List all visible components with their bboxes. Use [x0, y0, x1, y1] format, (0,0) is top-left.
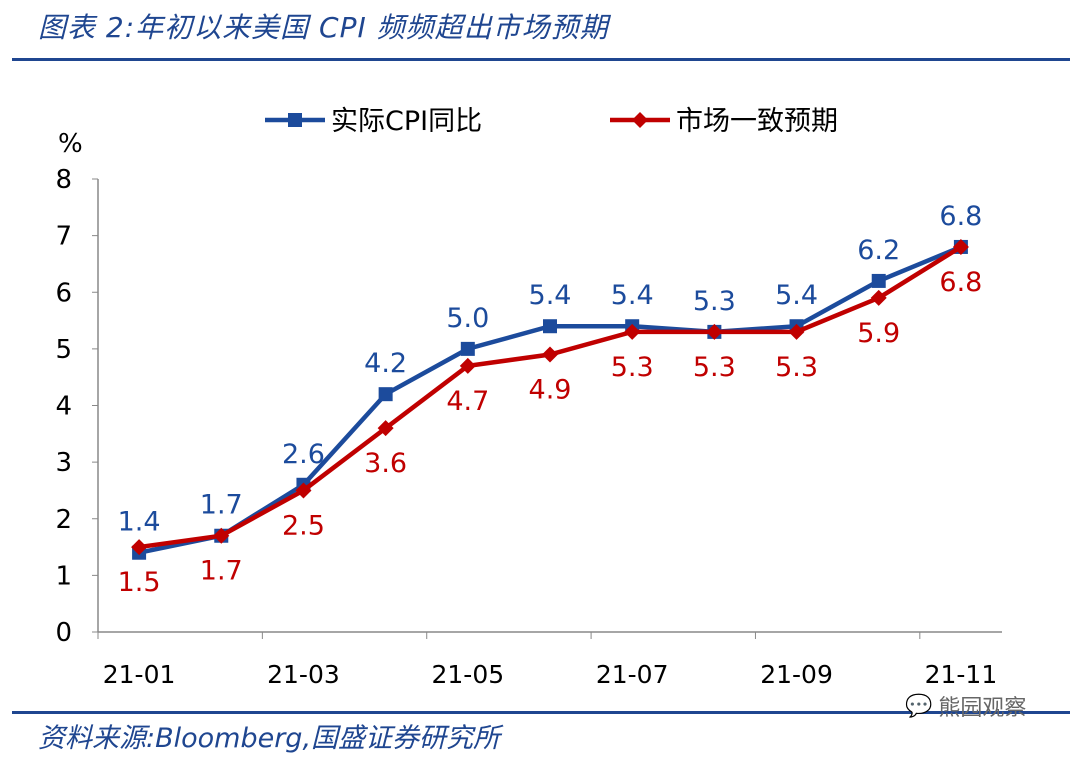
y-tick-label: 0: [55, 618, 72, 648]
x-tick-label: 21-03: [267, 660, 340, 689]
source-note: 资料来源:Bloomberg,国盛证券研究所: [38, 723, 501, 754]
data-label: 1.7: [200, 490, 243, 521]
x-tick-label: 21-07: [596, 660, 669, 689]
data-point-expected: [624, 323, 641, 340]
x-tick-label: 21-01: [103, 660, 176, 689]
y-tick-label: 3: [55, 448, 72, 478]
y-tick-label: 4: [55, 392, 72, 422]
chart-title: 图表 2:年初以来美国 CPI 频频超出市场预期: [38, 11, 609, 44]
data-point-expected: [952, 238, 969, 255]
data-label: 6.8: [939, 267, 982, 298]
legend-label: 市场一致预期: [676, 106, 838, 137]
data-label: 5.3: [693, 352, 736, 383]
x-tick-label: 21-11: [925, 660, 998, 689]
data-label: 6.8: [939, 201, 982, 232]
data-point-actual: [871, 273, 886, 288]
data-point-expected: [377, 420, 394, 437]
y-tick-label: 1: [55, 561, 72, 591]
title-rule: [12, 58, 1070, 61]
data-label: 6.2: [857, 235, 900, 266]
legend-marker: [632, 112, 648, 128]
data-label: 5.0: [446, 303, 489, 334]
data-point-expected: [295, 482, 312, 499]
watermark: 💬 熊园观察: [905, 690, 1026, 722]
data-label: 5.3: [693, 286, 736, 317]
data-label: 3.6: [364, 448, 407, 479]
y-tick-label: 6: [55, 278, 72, 308]
data-point-expected: [788, 323, 805, 340]
y-tick-label: 5: [55, 335, 72, 365]
y-tick-label: 8: [55, 165, 72, 195]
data-point-expected: [213, 527, 230, 544]
data-label: 1.5: [118, 567, 161, 598]
data-label: 4.9: [529, 375, 572, 406]
wechat-icon: 💬: [905, 693, 933, 719]
y-tick-label: 2: [55, 505, 72, 535]
y-axis-unit: %: [58, 129, 83, 159]
data-point-expected: [131, 539, 148, 556]
data-label: 4.2: [364, 348, 407, 379]
data-label: 2.5: [282, 510, 325, 541]
watermark-text: 熊园观察: [938, 696, 1027, 721]
data-point-actual: [543, 319, 557, 334]
data-label: 1.7: [200, 556, 243, 587]
data-point-expected: [870, 289, 887, 306]
data-label: 1.4: [118, 507, 161, 538]
x-tick-label: 21-05: [431, 660, 504, 689]
legend-marker: [288, 113, 302, 127]
data-point-actual: [460, 341, 475, 356]
data-label: 5.4: [529, 280, 572, 311]
data-label: 4.7: [446, 386, 489, 417]
data-point-expected: [459, 357, 476, 374]
data-point-expected: [706, 323, 723, 340]
data-label: 2.6: [282, 439, 325, 470]
footer-rule: [12, 711, 1070, 714]
data-label: 5.4: [611, 280, 654, 311]
data-label: 5.9: [857, 318, 900, 349]
data-label: 5.4: [775, 280, 818, 311]
data-label: 5.3: [775, 352, 818, 383]
data-point-actual: [378, 387, 393, 402]
data-label: 5.3: [611, 352, 654, 383]
data-point-expected: [542, 346, 558, 363]
y-tick-label: 7: [55, 222, 72, 252]
legend-label: 实际CPI同比: [331, 106, 482, 137]
x-tick-label: 21-09: [760, 660, 833, 689]
